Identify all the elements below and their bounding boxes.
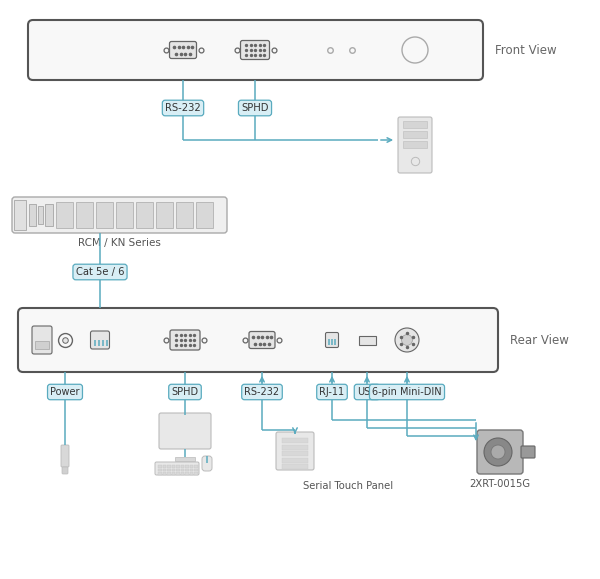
Bar <box>167 468 170 471</box>
Text: USB: USB <box>357 387 377 397</box>
Bar <box>56 202 73 228</box>
Bar <box>282 457 308 463</box>
FancyBboxPatch shape <box>91 331 110 349</box>
Bar <box>38 206 43 224</box>
Text: Power: Power <box>50 387 80 397</box>
Bar <box>196 202 213 228</box>
Circle shape <box>395 328 419 352</box>
Text: 6-pin Mini-DIN: 6-pin Mini-DIN <box>372 387 442 397</box>
Text: Front View: Front View <box>495 43 557 57</box>
Bar <box>176 202 193 228</box>
Bar <box>29 204 36 226</box>
Bar <box>172 472 175 475</box>
Text: Serial Touch Panel: Serial Touch Panel <box>303 481 393 491</box>
Bar <box>181 465 184 467</box>
Bar <box>45 204 53 226</box>
Text: Rear View: Rear View <box>510 334 569 346</box>
Bar <box>282 438 308 443</box>
FancyBboxPatch shape <box>202 456 212 471</box>
Bar <box>181 468 184 471</box>
Circle shape <box>491 445 505 459</box>
Bar <box>76 202 93 228</box>
Bar <box>190 465 193 467</box>
Bar <box>282 464 308 469</box>
Bar <box>185 465 188 467</box>
FancyBboxPatch shape <box>62 467 68 474</box>
Text: RS-232: RS-232 <box>165 103 201 113</box>
Bar <box>158 468 161 471</box>
Bar <box>282 445 308 449</box>
Bar <box>403 121 427 128</box>
Text: 2XRT-0015G: 2XRT-0015G <box>469 479 530 489</box>
Bar <box>158 472 161 475</box>
FancyBboxPatch shape <box>521 446 535 458</box>
Bar <box>194 468 197 471</box>
FancyBboxPatch shape <box>398 117 432 173</box>
Bar <box>167 472 170 475</box>
Bar <box>175 457 195 461</box>
FancyBboxPatch shape <box>159 413 211 449</box>
Bar <box>181 472 184 475</box>
FancyBboxPatch shape <box>32 326 52 354</box>
Bar <box>163 472 166 475</box>
Bar <box>172 465 175 467</box>
Bar <box>176 472 179 475</box>
Bar <box>190 468 193 471</box>
Bar <box>96 202 113 228</box>
Circle shape <box>401 335 412 346</box>
Bar <box>163 465 166 467</box>
Bar <box>172 468 175 471</box>
FancyBboxPatch shape <box>241 41 269 60</box>
Text: RCM / KN Series: RCM / KN Series <box>78 238 161 248</box>
Bar <box>167 465 170 467</box>
FancyBboxPatch shape <box>249 332 275 349</box>
FancyBboxPatch shape <box>325 332 338 347</box>
Bar <box>14 200 26 230</box>
Bar <box>185 468 188 471</box>
Bar <box>185 472 188 475</box>
Bar <box>176 465 179 467</box>
FancyBboxPatch shape <box>61 445 69 467</box>
FancyBboxPatch shape <box>276 432 314 470</box>
Circle shape <box>484 438 512 466</box>
Text: RJ-11: RJ-11 <box>319 387 344 397</box>
FancyBboxPatch shape <box>170 42 197 58</box>
Bar <box>403 131 427 138</box>
Bar <box>116 202 133 228</box>
FancyBboxPatch shape <box>477 430 523 474</box>
Bar <box>35 341 49 349</box>
FancyBboxPatch shape <box>170 330 200 350</box>
Bar <box>156 202 173 228</box>
Text: SPHD: SPHD <box>241 103 269 113</box>
Bar <box>194 472 197 475</box>
FancyBboxPatch shape <box>12 197 227 233</box>
Bar <box>359 335 376 345</box>
Text: Cat 5e / 6: Cat 5e / 6 <box>76 267 124 277</box>
Bar <box>190 472 193 475</box>
Bar <box>176 468 179 471</box>
Text: SPHD: SPHD <box>172 387 199 397</box>
FancyBboxPatch shape <box>28 20 483 80</box>
Bar <box>158 465 161 467</box>
Bar <box>282 451 308 456</box>
Bar <box>194 465 197 467</box>
Bar <box>403 141 427 148</box>
Bar <box>163 468 166 471</box>
Text: RS-232: RS-232 <box>244 387 280 397</box>
FancyBboxPatch shape <box>155 462 199 475</box>
FancyBboxPatch shape <box>18 308 498 372</box>
Bar <box>136 202 153 228</box>
